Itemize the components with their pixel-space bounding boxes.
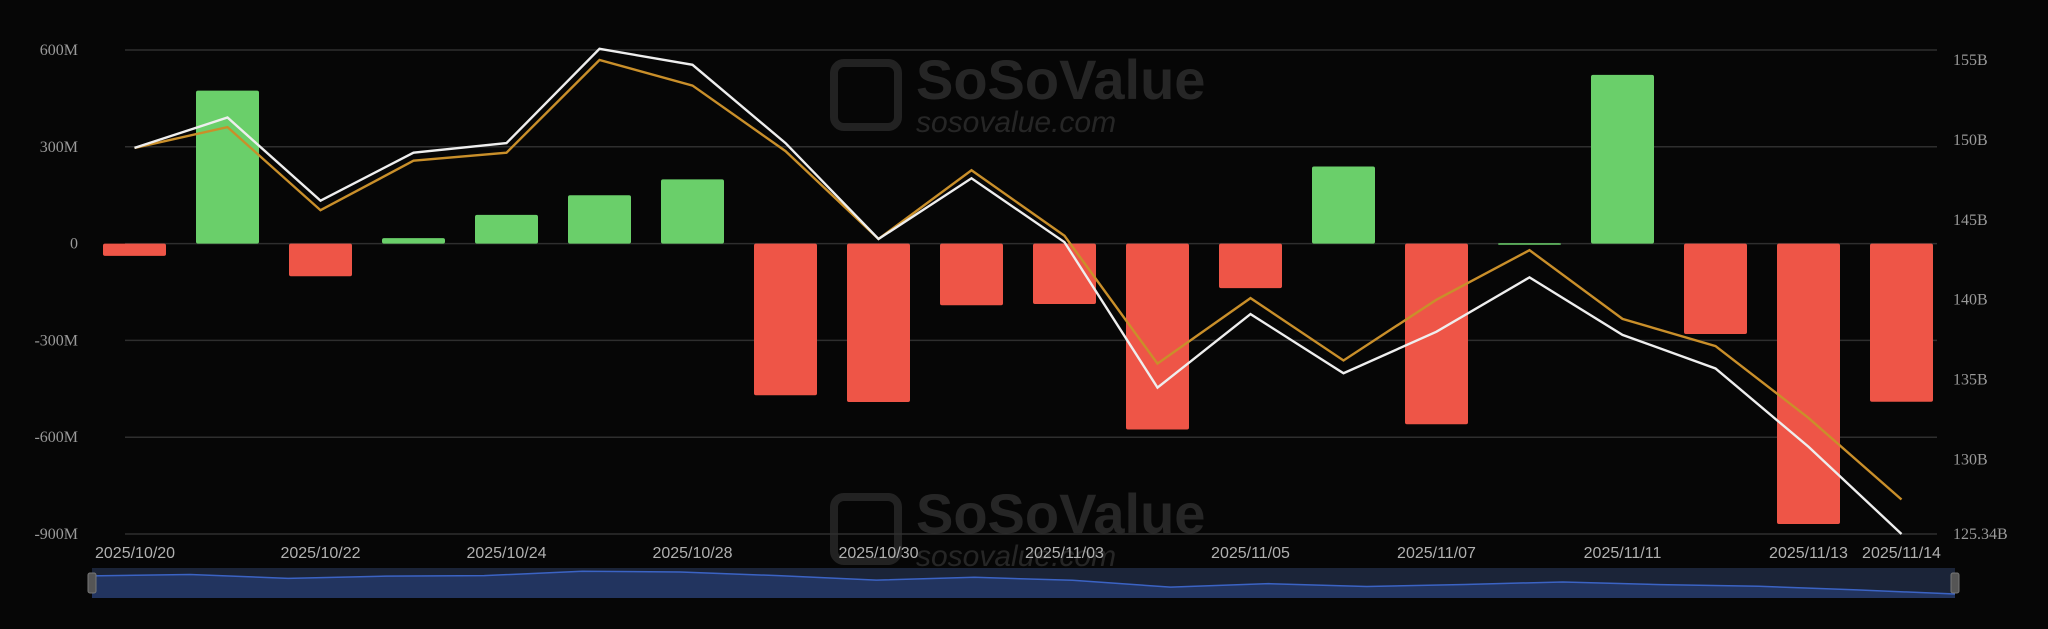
flow-bar — [1870, 243, 1933, 402]
x-axis-tick: 2025/11/14 — [1862, 545, 1941, 562]
x-axis-tick: 2025/10/20 — [95, 545, 175, 562]
left-axis-tick: -900M — [34, 526, 78, 543]
flow-bar — [475, 214, 538, 244]
watermark-site: sosovalue.com — [916, 540, 1117, 573]
x-axis-tick: 2025/10/30 — [838, 545, 918, 562]
watermark-bottom: SoSoValue sosovalue.com — [830, 486, 1205, 572]
navigator-right-handle[interactable] — [1950, 572, 1960, 594]
flow-bar — [1033, 243, 1096, 304]
white-series-line — [134, 47, 1903, 535]
left-axis-tick: 0 — [70, 236, 78, 253]
flow-bar — [1126, 243, 1189, 430]
right-axis-tick: 150B — [1953, 132, 1988, 149]
navigator-left-handle[interactable] — [87, 572, 97, 594]
left-axis-tick: -300M — [34, 332, 78, 349]
flow-bar — [1684, 243, 1747, 334]
left-axis-tick: 600M — [40, 42, 78, 59]
flow-bar — [568, 195, 631, 244]
flow-bar — [196, 90, 259, 244]
x-axis-tick: 2025/11/03 — [1025, 545, 1104, 562]
right-axis-tick: 145B — [1953, 212, 1988, 229]
flow-bar — [754, 243, 817, 396]
flow-bar — [1405, 243, 1468, 425]
x-axis-tick: 2025/10/24 — [466, 545, 546, 562]
left-axis-tick: -600M — [34, 429, 78, 446]
sosovalue-logo-icon — [830, 59, 902, 131]
watermark-site: sosovalue.com — [916, 106, 1117, 139]
x-axis-tick: 2025/11/11 — [1584, 545, 1662, 562]
flow-bar — [1312, 166, 1375, 244]
x-axis-tick: 2025/11/05 — [1211, 545, 1290, 562]
flow-bar — [940, 243, 1003, 306]
flow-bar — [382, 238, 445, 244]
watermark-brand: SoSoValue — [916, 48, 1206, 111]
orange-series-line — [134, 58, 1903, 501]
x-axis-tick: 2025/11/13 — [1769, 545, 1848, 562]
flow-bar — [1777, 243, 1840, 524]
x-axis-tick: 2025/11/07 — [1397, 545, 1476, 562]
flow-bar — [1219, 243, 1282, 289]
right-axis-tick: 130B — [1953, 452, 1988, 469]
watermark-brand: SoSoValue — [916, 482, 1206, 545]
sosovalue-logo-icon — [830, 493, 902, 565]
flow-bar — [289, 243, 352, 277]
navigator-line — [91, 570, 1956, 595]
right-axis-tick: 125.34B — [1953, 526, 2008, 543]
flow-bar — [103, 243, 166, 256]
left-axis-tick: 300M — [40, 139, 78, 156]
right-axis-tick: 155B — [1953, 52, 1988, 69]
flow-bar — [847, 243, 910, 403]
right-axis-tick: 135B — [1953, 372, 1988, 389]
x-axis-tick: 2025/10/28 — [652, 545, 732, 562]
navigator-area — [92, 571, 1955, 598]
flow-bar — [1498, 243, 1561, 245]
x-axis-tick: 2025/10/22 — [280, 545, 360, 562]
watermark-top: SoSoValue sosovalue.com — [830, 52, 1205, 138]
right-axis-tick: 140B — [1953, 292, 1988, 309]
flow-bar — [1591, 74, 1654, 244]
flow-bar — [661, 179, 724, 244]
